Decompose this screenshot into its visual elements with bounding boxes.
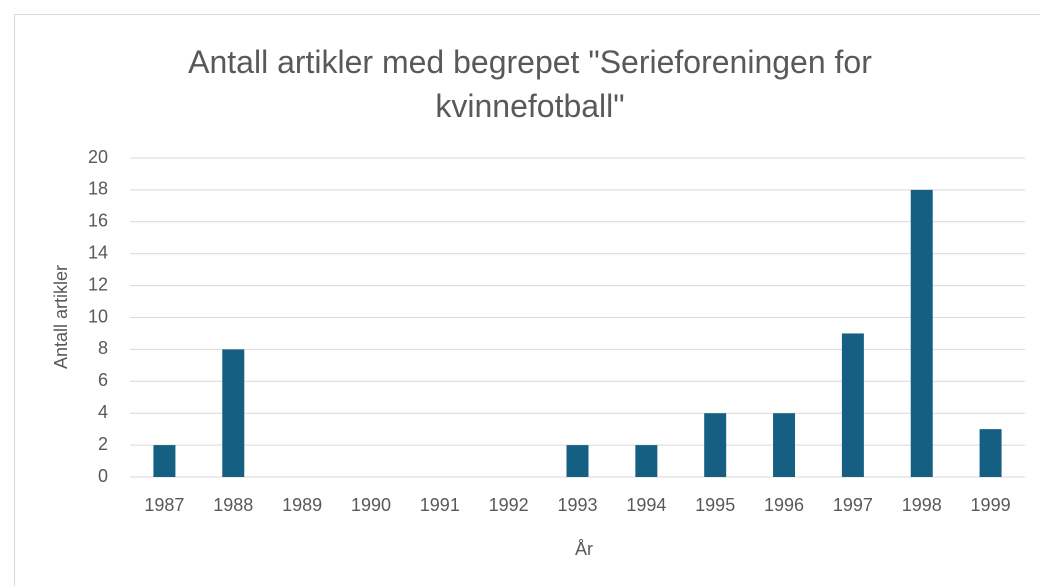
y-tick-label: 10 bbox=[88, 306, 108, 326]
bar bbox=[222, 349, 245, 477]
y-tick-label: 8 bbox=[98, 338, 108, 358]
y-tick-label: 6 bbox=[98, 370, 108, 390]
x-tick-label: 1997 bbox=[833, 495, 873, 515]
x-axis-label: År bbox=[575, 539, 593, 559]
x-tick-label: 1998 bbox=[902, 495, 942, 515]
x-tick-label: 1993 bbox=[557, 495, 597, 515]
chart-border bbox=[14, 14, 1040, 586]
y-tick-label: 20 bbox=[88, 147, 108, 167]
y-tick-label: 12 bbox=[88, 274, 108, 294]
x-tick-label: 1990 bbox=[351, 495, 391, 515]
x-tick-label: 1991 bbox=[420, 495, 460, 515]
y-tick-label: 18 bbox=[88, 179, 108, 199]
y-tick-label: 0 bbox=[98, 466, 108, 486]
x-tick-label: 1989 bbox=[282, 495, 322, 515]
y-axis-label: Antall artikler bbox=[51, 265, 71, 369]
bar bbox=[635, 445, 658, 477]
x-tick-label: 1999 bbox=[971, 495, 1011, 515]
x-tick-label: 1987 bbox=[144, 495, 184, 515]
x-tick-label: 1995 bbox=[695, 495, 735, 515]
x-tick-label: 1996 bbox=[764, 495, 804, 515]
bar bbox=[841, 333, 864, 477]
x-tick-label: 1988 bbox=[213, 495, 253, 515]
bar bbox=[773, 413, 796, 477]
bar bbox=[979, 429, 1002, 477]
x-tick-label: 1992 bbox=[489, 495, 529, 515]
y-tick-label: 2 bbox=[98, 434, 108, 454]
y-tick-label: 16 bbox=[88, 211, 108, 231]
y-tick-label: 4 bbox=[98, 402, 108, 422]
y-tick-label: 14 bbox=[88, 242, 108, 262]
bar bbox=[153, 445, 176, 477]
x-tick-label: 1994 bbox=[626, 495, 666, 515]
bar bbox=[566, 445, 589, 477]
bar bbox=[704, 413, 727, 477]
bar bbox=[910, 189, 933, 477]
chart-title: Antall artikler med begrepet "Serieforen… bbox=[188, 44, 872, 124]
